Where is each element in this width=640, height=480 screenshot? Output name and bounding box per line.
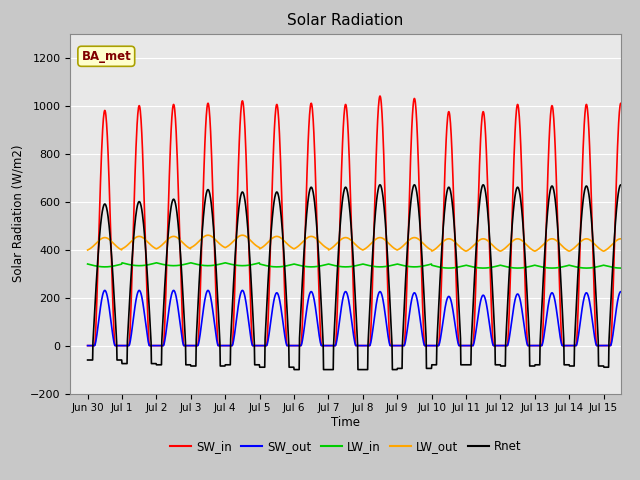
Text: BA_met: BA_met bbox=[81, 50, 131, 63]
Legend: SW_in, SW_out, LW_in, LW_out, Rnet: SW_in, SW_out, LW_in, LW_out, Rnet bbox=[165, 435, 526, 458]
Y-axis label: Solar Radiation (W/m2): Solar Radiation (W/m2) bbox=[12, 145, 24, 282]
X-axis label: Time: Time bbox=[331, 416, 360, 429]
Title: Solar Radiation: Solar Radiation bbox=[287, 13, 404, 28]
